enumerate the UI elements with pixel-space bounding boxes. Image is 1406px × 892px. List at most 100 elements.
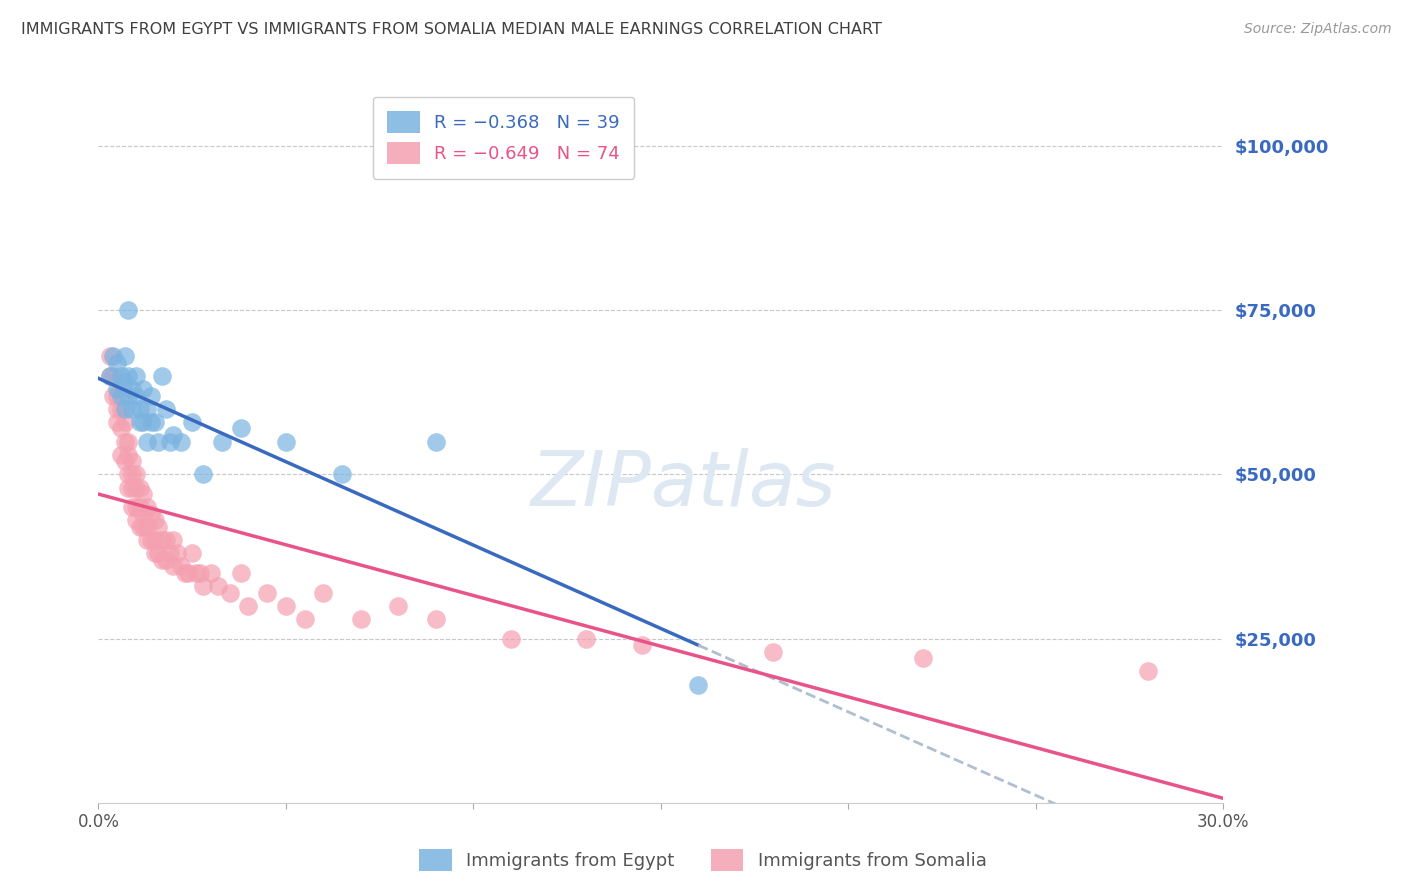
Point xyxy=(121,401,143,416)
Point xyxy=(136,520,159,534)
Point xyxy=(256,585,278,599)
Point xyxy=(162,559,184,574)
Point xyxy=(132,487,155,501)
Point xyxy=(103,368,125,383)
Point xyxy=(159,546,181,560)
Point xyxy=(98,368,121,383)
Point xyxy=(121,454,143,468)
Point xyxy=(117,467,139,482)
Point xyxy=(162,428,184,442)
Point xyxy=(110,401,132,416)
Point xyxy=(425,434,447,449)
Point xyxy=(173,566,195,580)
Point xyxy=(166,546,188,560)
Point xyxy=(188,566,211,580)
Point xyxy=(125,513,148,527)
Point xyxy=(132,507,155,521)
Point xyxy=(117,448,139,462)
Point xyxy=(170,559,193,574)
Point xyxy=(128,500,150,515)
Point xyxy=(155,401,177,416)
Text: Source: ZipAtlas.com: Source: ZipAtlas.com xyxy=(1244,22,1392,37)
Text: IMMIGRANTS FROM EGYPT VS IMMIGRANTS FROM SOMALIA MEDIAN MALE EARNINGS CORRELATIO: IMMIGRANTS FROM EGYPT VS IMMIGRANTS FROM… xyxy=(21,22,882,37)
Point xyxy=(155,533,177,547)
Point xyxy=(128,520,150,534)
Point xyxy=(105,356,128,370)
Point xyxy=(132,382,155,396)
Point xyxy=(121,481,143,495)
Point xyxy=(117,388,139,402)
Point xyxy=(136,533,159,547)
Point xyxy=(274,599,297,613)
Point xyxy=(184,566,207,580)
Point xyxy=(143,415,166,429)
Point xyxy=(103,349,125,363)
Point xyxy=(110,421,132,435)
Point xyxy=(631,638,654,652)
Point xyxy=(110,388,132,402)
Point xyxy=(114,376,136,390)
Point xyxy=(1137,665,1160,679)
Point xyxy=(139,507,162,521)
Point xyxy=(139,388,162,402)
Point xyxy=(125,467,148,482)
Point xyxy=(117,481,139,495)
Point xyxy=(114,349,136,363)
Point xyxy=(148,434,170,449)
Point xyxy=(425,612,447,626)
Point xyxy=(121,467,143,482)
Point xyxy=(159,434,181,449)
Point xyxy=(114,434,136,449)
Point xyxy=(132,415,155,429)
Point xyxy=(125,388,148,402)
Point xyxy=(125,500,148,515)
Point xyxy=(128,415,150,429)
Point xyxy=(136,434,159,449)
Point xyxy=(575,632,598,646)
Point xyxy=(162,533,184,547)
Point xyxy=(148,520,170,534)
Point xyxy=(121,382,143,396)
Point xyxy=(98,368,121,383)
Point xyxy=(136,500,159,515)
Point xyxy=(114,401,136,416)
Point xyxy=(207,579,229,593)
Point xyxy=(148,546,170,560)
Point xyxy=(150,368,173,383)
Point xyxy=(121,500,143,515)
Point xyxy=(128,481,150,495)
Point xyxy=(170,434,193,449)
Point xyxy=(128,401,150,416)
Point xyxy=(143,546,166,560)
Point xyxy=(114,415,136,429)
Point xyxy=(229,566,252,580)
Point xyxy=(143,533,166,547)
Point xyxy=(105,382,128,396)
Point xyxy=(125,481,148,495)
Point xyxy=(912,651,935,665)
Point xyxy=(117,368,139,383)
Point xyxy=(117,303,139,318)
Point xyxy=(139,533,162,547)
Point xyxy=(181,415,204,429)
Point xyxy=(238,599,260,613)
Point xyxy=(105,401,128,416)
Point xyxy=(294,612,316,626)
Point xyxy=(200,566,222,580)
Point xyxy=(177,566,200,580)
Point xyxy=(211,434,233,449)
Point xyxy=(193,579,215,593)
Legend: R = −0.368   N = 39, R = −0.649   N = 74: R = −0.368 N = 39, R = −0.649 N = 74 xyxy=(373,96,634,178)
Point xyxy=(117,434,139,449)
Point xyxy=(218,585,240,599)
Point xyxy=(193,467,215,482)
Point xyxy=(762,645,785,659)
Point xyxy=(125,368,148,383)
Point xyxy=(274,434,297,449)
Point xyxy=(136,401,159,416)
Legend: Immigrants from Egypt, Immigrants from Somalia: Immigrants from Egypt, Immigrants from S… xyxy=(412,842,994,879)
Point xyxy=(312,585,335,599)
Point xyxy=(132,520,155,534)
Point xyxy=(499,632,522,646)
Point xyxy=(110,368,132,383)
